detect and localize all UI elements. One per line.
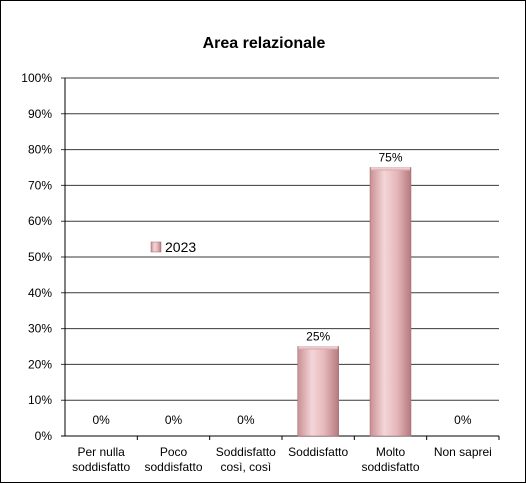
y-tick-label: 100% (21, 71, 52, 85)
y-tick-label: 40% (28, 286, 52, 300)
y-tick-label: 60% (28, 214, 52, 228)
y-tick-label: 50% (28, 250, 52, 264)
y-tick-label: 0% (35, 429, 53, 443)
x-category-label: Per nulla soddisfatto (72, 445, 130, 474)
y-tick-label: 30% (28, 322, 52, 336)
bar (297, 346, 339, 437)
x-category-label: Non saprei (434, 445, 492, 459)
bar-cap (298, 346, 338, 350)
x-category-label: Soddisfatto (288, 445, 348, 459)
legend: 2023 (150, 239, 196, 255)
data-label: 0% (237, 413, 255, 427)
data-label: 0% (92, 413, 110, 427)
data-label: 25% (306, 330, 330, 344)
y-tick-label: 10% (28, 393, 52, 407)
y-tick-label: 70% (28, 178, 52, 192)
x-category-label: Soddisfatto così, così (216, 445, 276, 474)
y-tick-label: 80% (28, 143, 52, 157)
chart-title: Area relazionale (203, 35, 326, 52)
legend-label: 2023 (165, 239, 196, 255)
data-label: 75% (378, 151, 402, 165)
x-category-label: Molto soddisfatto (361, 445, 419, 474)
bar (369, 167, 412, 437)
bar-cap (371, 167, 410, 171)
legend-swatch (150, 241, 162, 253)
data-label: 0% (454, 413, 472, 427)
x-category-label: Poco soddisfatto (144, 445, 202, 474)
y-tick-label: 20% (28, 357, 52, 371)
data-label: 0% (165, 413, 183, 427)
y-tick-label: 90% (28, 107, 52, 121)
